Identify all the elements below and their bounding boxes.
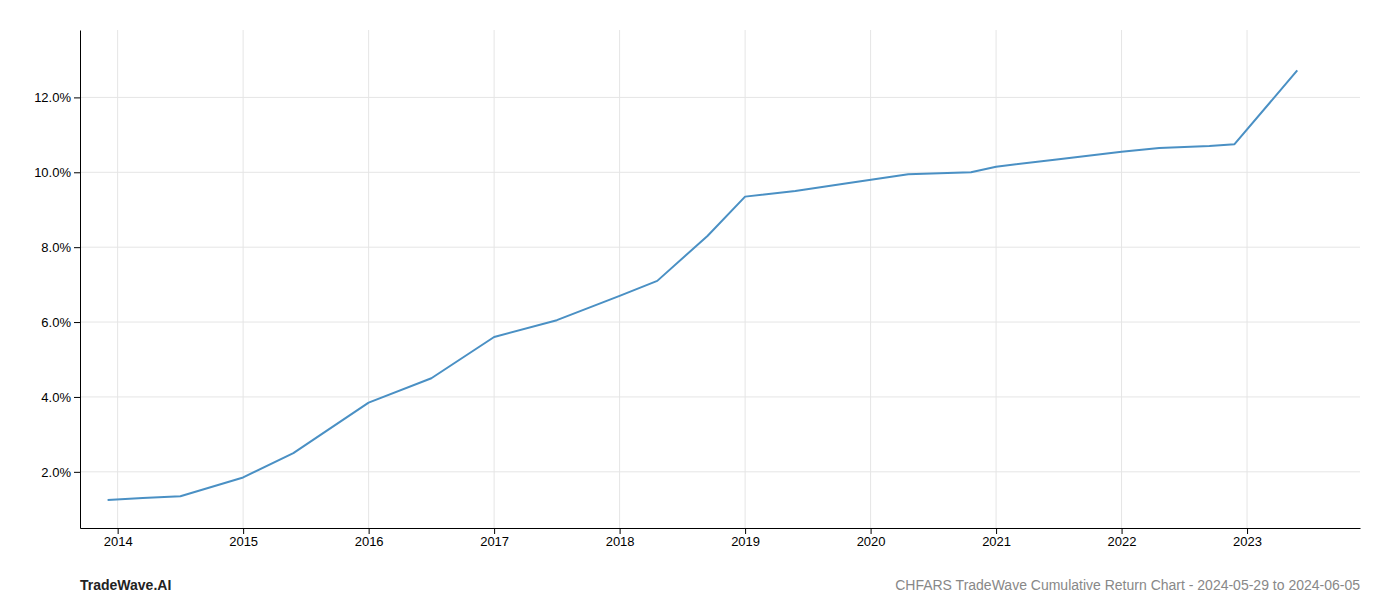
y-tick-label: 4.0%	[41, 390, 71, 405]
y-axis-line	[80, 31, 81, 529]
x-tick-label: 2021	[982, 534, 1011, 549]
x-grid-line	[1121, 30, 1122, 528]
x-tick-label: 2016	[355, 534, 384, 549]
x-tick-mark	[871, 528, 872, 534]
x-axis: 2014 2015 2016 2017 2018 2019 2020 2021 2022 2023	[81, 528, 1361, 549]
chart: 2014 2015 2016 2017 2018 2019 2020 2021 2022 2023…	[0, 0, 1400, 600]
y-tick-mark	[74, 397, 80, 398]
y-tick-label: 10.0%	[34, 165, 71, 180]
x-tick: 2017	[480, 528, 509, 549]
y-axis: 2.0% 4.0% 6.0% 8.0% 10.0% 12.0%	[34, 31, 80, 529]
x-grid-line	[243, 30, 244, 528]
x-tick-mark	[243, 528, 244, 534]
x-tick: 2018	[606, 528, 635, 549]
x-tick-label: 2015	[229, 534, 258, 549]
y-tick-mark	[74, 247, 80, 248]
y-tick: 10.0%	[34, 165, 80, 180]
x-tick: 2022	[1108, 528, 1137, 549]
x-grid-line	[745, 30, 746, 528]
x-tick-mark	[996, 528, 997, 534]
y-tick-label: 8.0%	[41, 240, 71, 255]
x-tick-mark	[745, 528, 746, 534]
y-tick: 12.0%	[34, 90, 80, 105]
x-axis-line	[81, 528, 1361, 529]
y-grid-line	[80, 471, 1360, 472]
x-tick-mark	[494, 528, 495, 534]
footer-left: TradeWave.AI	[80, 577, 171, 593]
x-grid-line	[117, 30, 118, 528]
y-tick: 4.0%	[41, 390, 80, 405]
x-tick: 2014	[104, 528, 133, 549]
y-tick-label: 6.0%	[41, 315, 71, 330]
x-tick-mark	[1247, 528, 1248, 534]
x-tick-label: 2018	[606, 534, 635, 549]
x-tick-label: 2020	[857, 534, 886, 549]
x-tick-label: 2019	[731, 534, 760, 549]
x-grid-line	[870, 30, 871, 528]
x-tick: 2023	[1233, 528, 1262, 549]
y-tick-mark	[74, 472, 80, 473]
x-tick-label: 2014	[104, 534, 133, 549]
x-grid-line	[368, 30, 369, 528]
line	[108, 70, 1298, 499]
y-tick-label: 2.0%	[41, 464, 71, 479]
x-grid-line	[619, 30, 620, 528]
x-grid-line	[494, 30, 495, 528]
x-tick-mark	[620, 528, 621, 534]
y-tick-label: 12.0%	[34, 90, 71, 105]
y-tick: 6.0%	[41, 315, 80, 330]
x-tick-mark	[369, 528, 370, 534]
y-grid-line	[80, 396, 1360, 397]
x-tick-label: 2023	[1233, 534, 1262, 549]
x-tick-mark	[118, 528, 119, 534]
y-tick-mark	[74, 172, 80, 173]
x-tick-label: 2017	[480, 534, 509, 549]
y-grid-line	[80, 322, 1360, 323]
x-tick-mark	[1122, 528, 1123, 534]
grid	[80, 30, 1360, 528]
x-tick: 2021	[982, 528, 1011, 549]
x-tick: 2016	[355, 528, 384, 549]
x-tick: 2019	[731, 528, 760, 549]
y-grid-line	[80, 172, 1360, 173]
marks	[108, 70, 1298, 499]
x-tick: 2020	[857, 528, 886, 549]
y-tick-mark	[74, 97, 80, 98]
x-tick: 2015	[229, 528, 258, 549]
y-tick: 8.0%	[41, 240, 80, 255]
footer-right: CHFARS TradeWave Cumulative Return Chart…	[895, 577, 1360, 593]
y-tick: 2.0%	[41, 464, 80, 479]
x-grid-line	[1247, 30, 1248, 528]
x-grid-line	[996, 30, 997, 528]
y-tick-mark	[74, 322, 80, 323]
x-tick-label: 2022	[1108, 534, 1137, 549]
y-grid-line	[80, 97, 1360, 98]
y-grid-line	[80, 247, 1360, 248]
plot-area: 2014 2015 2016 2017 2018 2019 2020 2021 2022 2023…	[34, 30, 1360, 549]
